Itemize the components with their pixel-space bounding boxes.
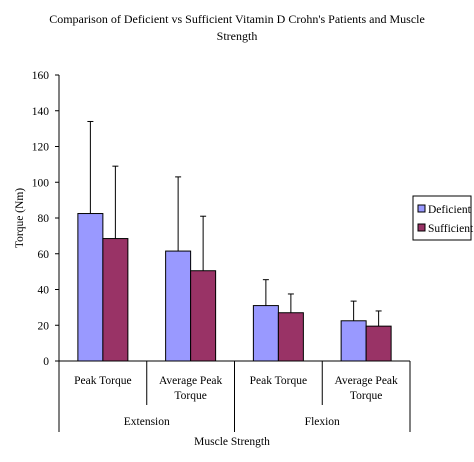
x-category-label: Average Peak bbox=[159, 375, 223, 387]
y-axis-title: Torque (Nm) bbox=[14, 188, 26, 248]
x-axis-title: Muscle Strength bbox=[194, 436, 270, 448]
legend-label-deficient: Deficient bbox=[428, 204, 472, 216]
y-tick-label: 80 bbox=[38, 213, 50, 225]
y-tick-label: 20 bbox=[38, 320, 50, 332]
legend-swatch-sufficient bbox=[417, 223, 426, 232]
bar-deficient bbox=[340, 320, 367, 362]
bar-sufficient bbox=[365, 325, 392, 362]
legend-swatch-deficient bbox=[417, 204, 426, 213]
x-group-label: Extension bbox=[124, 416, 170, 428]
y-tick-label: 40 bbox=[38, 285, 50, 297]
y-tick-label: 160 bbox=[32, 70, 50, 82]
y-tick-label: 0 bbox=[43, 356, 49, 368]
bar-sufficient bbox=[102, 238, 129, 362]
bar-deficient bbox=[252, 305, 279, 362]
x-category-label: Average Peak bbox=[334, 375, 398, 387]
x-category-label: Peak Torque bbox=[74, 375, 131, 387]
y-tick-label: 140 bbox=[32, 106, 50, 118]
x-group-label: Flexion bbox=[305, 416, 340, 428]
legend-box bbox=[412, 195, 472, 241]
y-tick-label: 100 bbox=[32, 177, 50, 189]
chart-title-line-1: Comparison of Deficient vs Sufficient Vi… bbox=[49, 12, 425, 26]
legend: Deficient Sufficient bbox=[412, 195, 474, 241]
bar-deficient bbox=[77, 213, 104, 362]
bar-sufficient bbox=[277, 312, 304, 362]
x-category-label: Torque bbox=[350, 390, 382, 402]
legend-label-sufficient: Sufficient bbox=[428, 223, 474, 235]
chart-title-line-2: Strength bbox=[217, 29, 258, 43]
x-category-label: Torque bbox=[174, 390, 206, 402]
y-tick-label: 120 bbox=[32, 142, 50, 154]
bar-sufficient bbox=[190, 270, 217, 362]
x-category-label: Peak Torque bbox=[250, 375, 307, 387]
y-tick-label: 60 bbox=[38, 249, 50, 261]
bar-deficient bbox=[165, 250, 192, 362]
plot-area: 0 20 40 60 80 100 120 140 160 Peak Torque Average … bbox=[32, 70, 411, 432]
